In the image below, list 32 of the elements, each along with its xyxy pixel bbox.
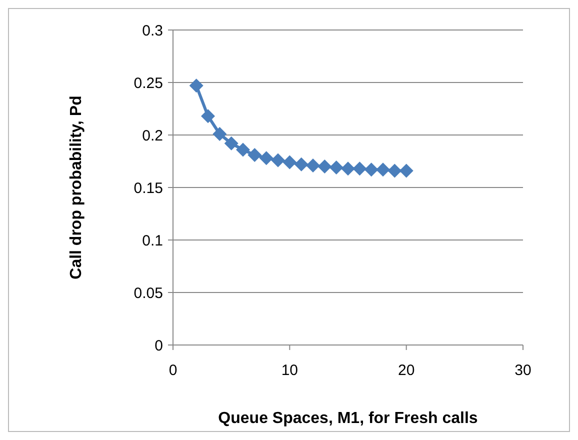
point bbox=[388, 164, 402, 178]
point bbox=[189, 78, 204, 93]
x-tick-label: 10 bbox=[281, 362, 298, 379]
y-tick-label: 0.25 bbox=[134, 74, 163, 92]
point bbox=[352, 162, 367, 176]
point bbox=[271, 153, 285, 168]
point bbox=[364, 162, 378, 177]
point bbox=[259, 151, 274, 166]
point bbox=[201, 109, 215, 124]
y-tick-label: 0.15 bbox=[134, 180, 163, 197]
point bbox=[306, 158, 320, 172]
y-tick-label: 0.2 bbox=[142, 127, 163, 144]
point bbox=[212, 126, 227, 141]
point bbox=[399, 164, 414, 178]
x-tick-label: 30 bbox=[514, 362, 532, 379]
point bbox=[294, 157, 308, 172]
point bbox=[282, 155, 297, 170]
x-tick-label: 20 bbox=[398, 362, 415, 379]
point bbox=[236, 142, 250, 157]
y-tick-label: 0.1 bbox=[142, 232, 163, 250]
point bbox=[376, 162, 390, 177]
point bbox=[224, 136, 238, 150]
x-tick-label: 0 bbox=[168, 362, 178, 379]
y-axis-title: Call drop probability, Pd bbox=[68, 96, 85, 280]
point bbox=[318, 160, 332, 174]
x-axis-title: Queue Spaces, M1, for Fresh calls bbox=[218, 410, 478, 427]
point bbox=[248, 148, 262, 162]
y-tick-label: 0.3 bbox=[142, 22, 163, 40]
point bbox=[341, 162, 355, 176]
y-tick-label: 0 bbox=[154, 337, 163, 354]
point bbox=[329, 160, 344, 175]
y-tick-label: 0.05 bbox=[134, 284, 163, 302]
